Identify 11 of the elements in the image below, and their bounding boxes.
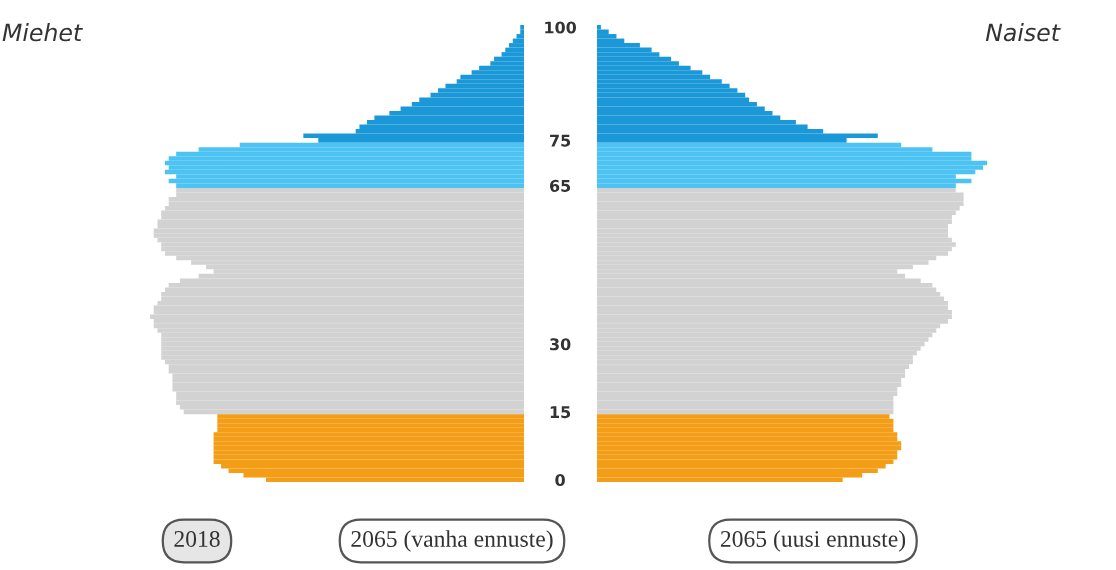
y-tick-label: 30 xyxy=(550,338,571,351)
text: 2065 (vanha ennuste) xyxy=(351,530,553,552)
chart-title: Miehet xyxy=(2,23,83,42)
text: 2018 xyxy=(174,530,220,547)
y-tick-label: 0 xyxy=(555,473,565,487)
y-tick-label: 15 xyxy=(550,406,571,419)
y-tick-label: 65 xyxy=(549,179,571,192)
y-tick-label: 75 xyxy=(550,134,571,147)
y-tick-label: 100 xyxy=(545,21,577,34)
chart-title: Naiset xyxy=(985,23,1061,42)
text: 2065 (uusi ennuste) xyxy=(720,530,906,552)
